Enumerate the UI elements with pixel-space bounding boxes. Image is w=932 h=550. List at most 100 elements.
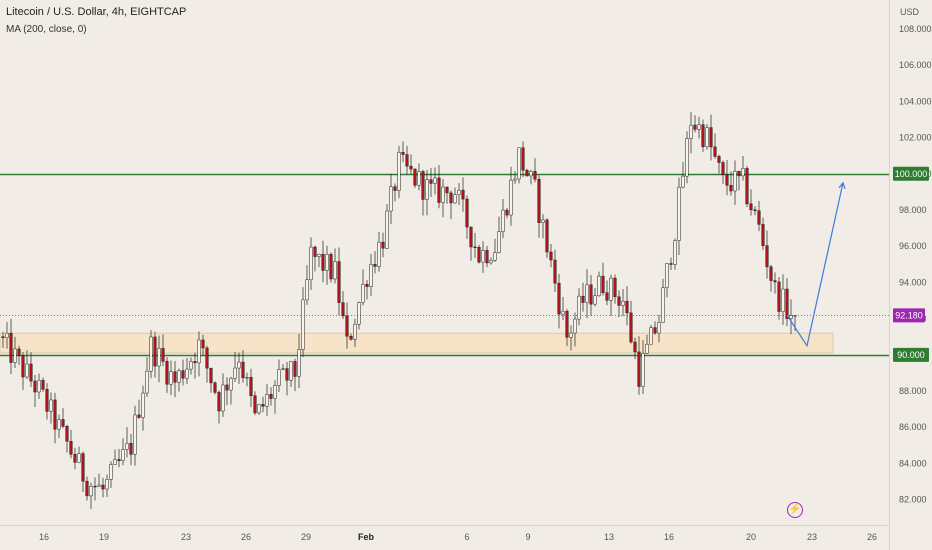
candle-body[interactable] bbox=[57, 419, 61, 430]
candle-body[interactable] bbox=[309, 246, 313, 281]
candle-body[interactable] bbox=[373, 264, 377, 267]
candle-body[interactable] bbox=[401, 152, 405, 155]
candle-body[interactable] bbox=[421, 171, 425, 200]
candle-body[interactable] bbox=[301, 299, 305, 350]
candle-body[interactable] bbox=[233, 367, 237, 379]
candle-body[interactable] bbox=[581, 295, 585, 303]
candle-body[interactable] bbox=[425, 179, 429, 200]
candle-body[interactable] bbox=[649, 327, 653, 345]
candle-body[interactable] bbox=[297, 349, 301, 377]
candle-body[interactable] bbox=[65, 426, 69, 442]
candle-body[interactable] bbox=[437, 177, 441, 203]
candle-body[interactable] bbox=[85, 480, 89, 497]
candle-body[interactable] bbox=[293, 361, 297, 377]
candle-body[interactable] bbox=[409, 165, 413, 170]
candle-body[interactable] bbox=[565, 310, 569, 338]
candle-body[interactable] bbox=[461, 189, 465, 200]
horizontal-levels[interactable] bbox=[0, 173, 889, 357]
candle-body[interactable] bbox=[789, 315, 793, 319]
candle-body[interactable] bbox=[349, 335, 353, 340]
candle-body[interactable] bbox=[529, 171, 533, 177]
candle-body[interactable] bbox=[533, 171, 537, 180]
candle-body[interactable] bbox=[81, 453, 85, 482]
candle-body[interactable] bbox=[465, 198, 469, 228]
candle-body[interactable] bbox=[701, 124, 705, 148]
candle-body[interactable] bbox=[485, 250, 489, 264]
candle-body[interactable] bbox=[361, 283, 365, 303]
candle-body[interactable] bbox=[725, 174, 729, 186]
candle-body[interactable] bbox=[517, 147, 521, 180]
candle-body[interactable] bbox=[273, 385, 277, 399]
candle-body[interactable] bbox=[577, 295, 581, 320]
candle-body[interactable] bbox=[5, 332, 9, 338]
candle-body[interactable] bbox=[397, 152, 401, 191]
candle-body[interactable] bbox=[305, 279, 309, 301]
candle-body[interactable] bbox=[145, 370, 149, 394]
candle-body[interactable] bbox=[445, 186, 449, 194]
candle-body[interactable] bbox=[417, 171, 421, 186]
candle-body[interactable] bbox=[705, 127, 709, 148]
candle-body[interactable] bbox=[53, 399, 57, 430]
candle-body[interactable] bbox=[709, 127, 713, 148]
candle-body[interactable] bbox=[429, 179, 433, 184]
candle-body[interactable] bbox=[185, 368, 189, 379]
candle-body[interactable] bbox=[413, 168, 417, 186]
candle-body[interactable] bbox=[585, 284, 589, 303]
candle-body[interactable] bbox=[325, 254, 329, 271]
candle-body[interactable] bbox=[377, 241, 381, 267]
candle-body[interactable] bbox=[665, 263, 669, 288]
candle-body[interactable] bbox=[29, 363, 33, 382]
candle-body[interactable] bbox=[169, 371, 173, 385]
candle-body[interactable] bbox=[717, 156, 721, 163]
indicator-label[interactable]: MA (200, close, 0) bbox=[6, 24, 87, 35]
candle-body[interactable] bbox=[237, 361, 241, 369]
candle-body[interactable] bbox=[97, 484, 101, 487]
candle-body[interactable] bbox=[253, 395, 257, 414]
candle-body[interactable] bbox=[333, 261, 337, 280]
candle-body[interactable] bbox=[369, 264, 373, 287]
candle-body[interactable] bbox=[569, 332, 573, 338]
candle-body[interactable] bbox=[637, 351, 641, 387]
candle-body[interactable] bbox=[745, 168, 749, 205]
candle-body[interactable] bbox=[9, 332, 13, 363]
candle-body[interactable] bbox=[593, 295, 597, 305]
candle-body[interactable] bbox=[249, 377, 253, 397]
candle-body[interactable] bbox=[493, 252, 497, 261]
candle-body[interactable] bbox=[449, 192, 453, 204]
candle-body[interactable] bbox=[481, 250, 485, 263]
candle-body[interactable] bbox=[513, 178, 517, 181]
candle-body[interactable] bbox=[153, 336, 157, 367]
candle-body[interactable] bbox=[261, 404, 265, 407]
candle-body[interactable] bbox=[281, 368, 285, 370]
candle-body[interactable] bbox=[61, 419, 65, 427]
projection-arrow[interactable] bbox=[786, 181, 846, 348]
candle-body[interactable] bbox=[345, 315, 349, 337]
support-zone[interactable] bbox=[0, 332, 834, 354]
candle-body[interactable] bbox=[757, 210, 761, 225]
candle-body[interactable] bbox=[329, 254, 333, 280]
candle-body[interactable] bbox=[17, 348, 21, 356]
candle-body[interactable] bbox=[737, 170, 741, 177]
candle-body[interactable] bbox=[553, 259, 557, 284]
candle-body[interactable] bbox=[693, 124, 697, 130]
candle-body[interactable] bbox=[341, 302, 345, 317]
candle-body[interactable] bbox=[453, 194, 457, 204]
candle-body[interactable] bbox=[245, 377, 249, 379]
candle-body[interactable] bbox=[181, 370, 185, 379]
candles[interactable] bbox=[1, 112, 797, 509]
candle-body[interactable] bbox=[617, 296, 621, 306]
candle-body[interactable] bbox=[193, 361, 197, 364]
candle-body[interactable] bbox=[269, 394, 273, 399]
lightning-icon[interactable]: ⚡ bbox=[787, 502, 803, 518]
candle-body[interactable] bbox=[125, 443, 129, 450]
candle-body[interactable] bbox=[641, 353, 645, 387]
candle-body[interactable] bbox=[13, 348, 17, 363]
candle-body[interactable] bbox=[1, 336, 5, 338]
candle-body[interactable] bbox=[521, 147, 525, 171]
candle-body[interactable] bbox=[121, 449, 125, 461]
candle-body[interactable] bbox=[89, 485, 93, 497]
candle-body[interactable] bbox=[165, 360, 169, 385]
candle-body[interactable] bbox=[741, 168, 745, 177]
candle-body[interactable] bbox=[101, 484, 105, 490]
